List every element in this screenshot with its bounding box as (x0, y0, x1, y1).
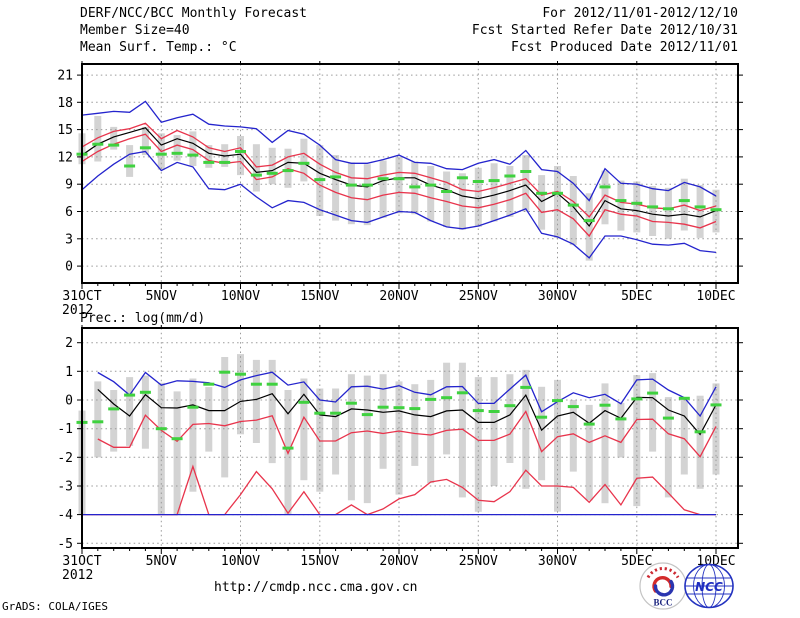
svg-text:-1: -1 (57, 422, 73, 437)
bcc-swirl-blue (653, 579, 675, 597)
series-mean-minus-spread (97, 410, 717, 458)
svg-text:18: 18 (57, 96, 73, 111)
svg-text:0: 0 (65, 260, 73, 275)
series-member-max (81, 100, 717, 202)
series-member-min (81, 150, 717, 259)
svg-text:15NOV: 15NOV (300, 289, 339, 304)
source-url: http://cmdp.ncc.cma.gov.cn (214, 580, 418, 595)
ncc-logo: NCC (684, 563, 734, 609)
svg-text:5DEC: 5DEC (621, 554, 652, 569)
member-size-label: Member Size=40 (80, 23, 190, 38)
axis-ticks (77, 325, 743, 554)
series-mean-minus-spread (81, 133, 717, 238)
gridlines (82, 64, 738, 283)
svg-text:-5: -5 (57, 537, 73, 552)
svg-text:25NOV: 25NOV (459, 554, 498, 569)
svg-text:3: 3 (65, 232, 73, 247)
svg-text:30NOV: 30NOV (538, 554, 577, 569)
svg-text:30NOV: 30NOV (538, 289, 577, 304)
temp-chart-title: Mean Surf. Temp.: °C (80, 40, 237, 55)
svg-text:1: 1 (65, 365, 73, 380)
svg-text:12: 12 (57, 150, 73, 165)
forecast-period-label: For 2012/11/01-2012/12/10 (542, 6, 738, 21)
precip-chart-title: Prec.: log(mm/d) (80, 311, 205, 326)
svg-text:5DEC: 5DEC (621, 289, 652, 304)
svg-text:-3: -3 (57, 480, 73, 495)
fcst-produced-date-label: Fcst Produced Date 2012/11/01 (511, 40, 738, 55)
svg-text:5NOV: 5NOV (146, 554, 177, 569)
svg-text:15: 15 (57, 123, 73, 138)
svg-text:10NOV: 10NOV (221, 554, 260, 569)
series-ensemble-mean (97, 388, 717, 436)
svg-text:2012: 2012 (62, 303, 93, 318)
svg-text:9: 9 (65, 178, 73, 193)
svg-text:2012: 2012 (62, 568, 93, 583)
series-lower-envelope (82, 464, 716, 516)
svg-text:2: 2 (65, 336, 73, 351)
svg-text:6: 6 (65, 205, 73, 220)
grads-credit: GrADS: COLA/IGES (2, 600, 108, 613)
svg-text:20NOV: 20NOV (379, 554, 418, 569)
bcc-logo-text: BCC (653, 598, 672, 608)
ncc-logo-text: NCC (695, 580, 723, 594)
svg-text:5NOV: 5NOV (146, 289, 177, 304)
chart-frame (81, 63, 739, 284)
axis-ticks (77, 61, 743, 289)
svg-text:-2: -2 (57, 451, 73, 466)
svg-text:-4: -4 (57, 508, 73, 523)
series-member-max (97, 371, 717, 418)
svg-text:31OCT: 31OCT (62, 554, 101, 569)
chart-frame (81, 327, 739, 549)
svg-text:10NOV: 10NOV (221, 289, 260, 304)
product-title: DERF/NCC/BCC Monthly Forecast (80, 6, 307, 21)
svg-text:21: 21 (57, 69, 73, 84)
svg-text:0: 0 (65, 394, 73, 409)
svg-text:31OCT: 31OCT (62, 289, 101, 304)
series-mean-plus-spread (81, 122, 717, 218)
fcst-refer-date-label: Fcst Started Refer Date 2012/10/31 (471, 23, 738, 38)
svg-text:25NOV: 25NOV (459, 289, 498, 304)
spread-bars (78, 354, 720, 515)
svg-text:10DEC: 10DEC (696, 289, 735, 304)
svg-text:15NOV: 15NOV (300, 554, 339, 569)
bcc-logo: BCC (639, 562, 687, 610)
svg-text:20NOV: 20NOV (379, 289, 418, 304)
observation-dashes (76, 370, 722, 450)
